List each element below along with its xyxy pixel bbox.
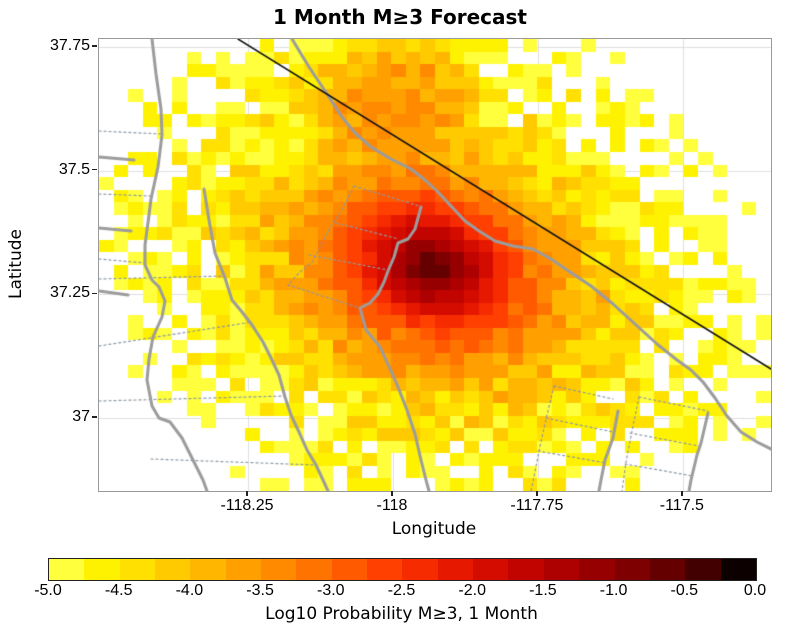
x-axis-label: Longitude: [391, 519, 477, 539]
colorbar-segment: [685, 559, 721, 580]
y-tick-label: 37.75: [49, 36, 90, 54]
y-tick-mark: [92, 45, 97, 47]
colorbar-segment: [402, 559, 438, 580]
x-tick-mark: [681, 491, 683, 496]
colorbar-segment: [720, 559, 756, 580]
colorbar-tick-label: -0.5: [670, 582, 699, 599]
plot-area: [98, 38, 772, 492]
colorbar: [48, 558, 757, 581]
y-tick-mark: [92, 168, 97, 171]
x-tick-label: -118.25: [220, 497, 274, 514]
colorbar-tick-label: -3.5: [246, 582, 274, 599]
colorbar-segment: [296, 559, 332, 580]
y-tick-mark: [92, 292, 97, 295]
colorbar-segment: [261, 559, 297, 580]
y-tick-mark: [92, 416, 97, 418]
colorbar-segment: [473, 559, 509, 580]
colorbar-tick-label: 0.0: [743, 582, 767, 599]
heatmap-canvas: [99, 39, 771, 491]
y-tick-label: 37.5: [58, 160, 90, 178]
x-tick-mark: [391, 491, 393, 496]
x-tick-label: -117.5: [659, 497, 704, 514]
colorbar-segment: [543, 559, 580, 580]
y-tick-label: 37: [72, 408, 90, 426]
colorbar-segment: [579, 559, 615, 580]
colorbar-tick-label: -4.0: [175, 582, 204, 599]
colorbar-segment: [155, 559, 191, 580]
x-tick-mark: [536, 491, 538, 496]
colorbar-label: Log10 Probability M≥3, 1 Month: [265, 604, 538, 624]
colorbar-tick-label: -4.5: [104, 582, 133, 599]
x-tick-label: -117.75: [510, 497, 564, 514]
colorbar-segment: [331, 559, 368, 580]
x-tick-mark: [246, 491, 248, 496]
colorbar-segment: [508, 559, 544, 580]
colorbar-segment: [190, 559, 226, 580]
colorbar-segment: [649, 559, 686, 580]
colorbar-segment: [225, 559, 262, 580]
colorbar-segment: [614, 559, 650, 580]
y-tick-label: 37.25: [49, 284, 90, 302]
colorbar-segment: [437, 559, 474, 580]
colorbar-segment: [119, 559, 156, 580]
colorbar-tick-label: -3.0: [317, 582, 345, 599]
colorbar-tick-label: -2.5: [387, 582, 416, 599]
colorbar-tick-label: -1.5: [529, 582, 557, 599]
colorbar-tick-label: -1.0: [599, 582, 628, 599]
colorbar-segment: [84, 559, 120, 580]
colorbar-tick-label: -2.0: [458, 582, 486, 599]
colorbar-segment: [49, 559, 85, 580]
chart-title: 1 Month M≥3 Forecast: [273, 5, 527, 29]
x-tick-label: -118: [376, 497, 408, 514]
colorbar-tick-label: -5.0: [34, 582, 62, 599]
colorbar-segment: [367, 559, 403, 580]
